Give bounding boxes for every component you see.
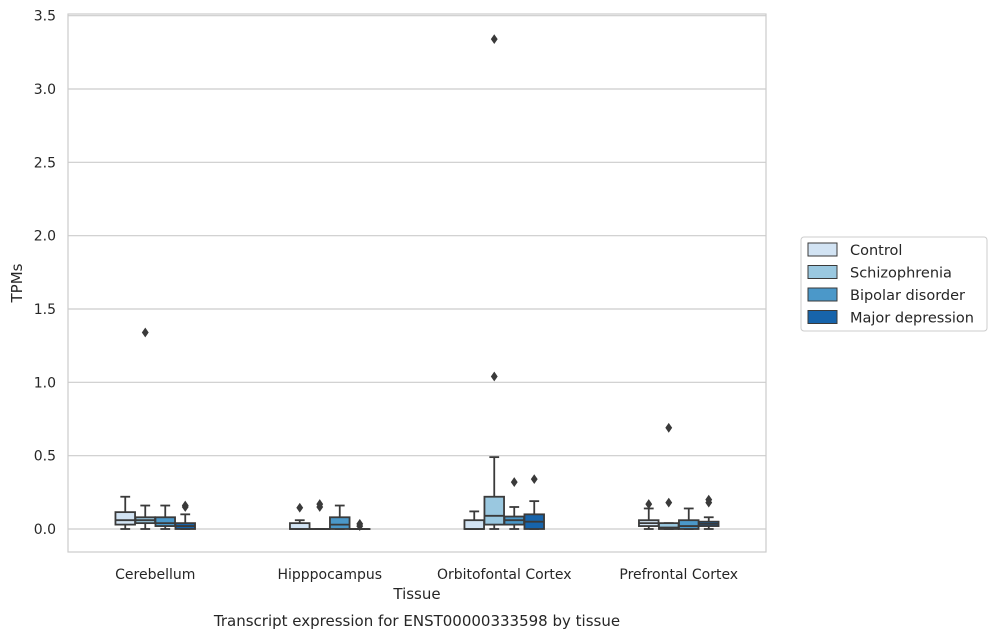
legend-swatch bbox=[807, 242, 838, 257]
outlier-point bbox=[181, 500, 189, 511]
plot-frame bbox=[67, 13, 767, 553]
y-tick-label: 1.5 bbox=[34, 302, 56, 318]
box-body bbox=[154, 516, 176, 527]
box-schizophrenia bbox=[658, 422, 680, 530]
outlier-point bbox=[665, 422, 673, 433]
outlier-point bbox=[490, 371, 498, 382]
y-tick-label: 3.5 bbox=[34, 9, 56, 25]
y-axis-label: TPMs bbox=[8, 263, 26, 303]
box-body bbox=[463, 519, 485, 530]
box-bipolar-disorder bbox=[678, 507, 700, 530]
box-control bbox=[289, 502, 311, 530]
x-tick-label: Hipppocampus bbox=[277, 567, 382, 583]
legend-frame bbox=[800, 236, 988, 332]
x-tick-labels: Cerebellum Hipppocampus Orbitofontal Corte… bbox=[115, 567, 738, 583]
box-body bbox=[329, 516, 351, 530]
box-schizophrenia bbox=[483, 34, 505, 530]
box-body bbox=[114, 511, 136, 526]
box-schizophrenia bbox=[309, 499, 331, 531]
box-major-depression bbox=[349, 518, 371, 531]
legend-swatch bbox=[807, 310, 838, 324]
outlier-point bbox=[530, 474, 538, 485]
y-tick-label: 2.0 bbox=[34, 229, 56, 245]
box-control bbox=[638, 499, 660, 530]
gridlines bbox=[68, 15, 766, 530]
y-tick-label: 1.0 bbox=[34, 375, 56, 391]
y-tick-label: 3.0 bbox=[34, 82, 56, 98]
outlier-point bbox=[356, 518, 364, 529]
box-bipolar-disorder bbox=[503, 477, 525, 530]
legend-label: Major depression bbox=[850, 311, 974, 327]
y-tick-label: 0.0 bbox=[34, 522, 56, 538]
legend-label: Schizophrenia bbox=[850, 266, 952, 282]
outlier-point bbox=[141, 327, 149, 338]
box-body bbox=[483, 495, 505, 526]
box-control bbox=[463, 510, 485, 530]
box-schizophrenia bbox=[134, 327, 156, 530]
outlier-point bbox=[510, 477, 518, 487]
x-tick-label: Orbitofontal Cortex bbox=[437, 567, 572, 583]
x-tick-label: Cerebellum bbox=[115, 567, 195, 583]
box-body bbox=[678, 519, 700, 530]
box-bipolar-disorder bbox=[329, 504, 351, 530]
box-major-depression bbox=[523, 474, 545, 530]
outlier-point bbox=[296, 502, 304, 513]
box-major-depression bbox=[698, 494, 720, 530]
outlier-point bbox=[665, 497, 673, 508]
x-tick-label: Prefrontal Cortex bbox=[619, 567, 738, 583]
legend-label: Bipolar disorder bbox=[850, 288, 965, 304]
y-tick-label: 0.5 bbox=[34, 449, 56, 465]
outlier-point bbox=[490, 34, 498, 45]
legend-swatch bbox=[807, 287, 838, 302]
box-bipolar-disorder bbox=[154, 504, 176, 530]
x-axis-label: Tissue bbox=[392, 585, 440, 603]
y-tick-label: 2.5 bbox=[34, 155, 56, 171]
legend-swatch bbox=[807, 265, 838, 279]
outlier-point bbox=[705, 494, 713, 505]
legend-label: Control bbox=[850, 243, 902, 259]
outlier-point bbox=[645, 499, 653, 509]
legend: Control Schizophrenia Bipolar disorder Majo… bbox=[800, 236, 988, 332]
box-groups bbox=[114, 34, 720, 531]
chart-caption: Transcript expression for ENST0000033359… bbox=[213, 612, 620, 630]
outlier-point bbox=[316, 499, 324, 509]
box-control bbox=[114, 495, 136, 530]
y-tick-labels: 0.0 0.5 1.0 1.5 2.0 2.5 3.0 3.5 bbox=[34, 9, 56, 538]
box-major-depression bbox=[174, 500, 196, 530]
